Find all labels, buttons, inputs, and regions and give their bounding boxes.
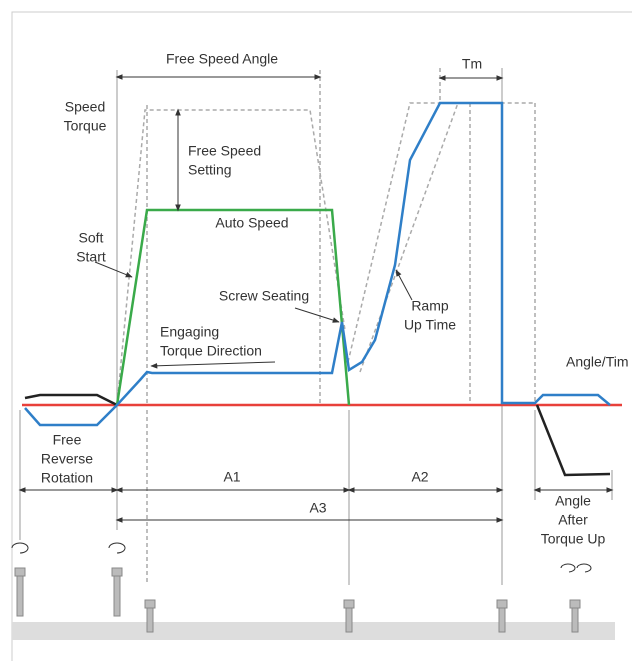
frame <box>11 11 632 661</box>
angle-time: Angle/Tim <box>566 354 629 370</box>
ramp-up-time: Up Time <box>404 317 456 333</box>
dimensions <box>18 74 614 523</box>
free-reverse-rotation: Free <box>53 432 82 448</box>
engaging-torque-direction: Torque Direction <box>160 343 262 359</box>
free-speed-angle: Free Speed Angle <box>166 51 278 67</box>
free-reverse-rotation: Reverse <box>41 451 93 467</box>
a3: A3 <box>309 500 326 516</box>
free-speed-setting: Free Speed <box>188 143 261 159</box>
soft-start: Soft <box>79 230 104 246</box>
screw-seating: Screw Seating <box>219 288 309 304</box>
angle-after-torque-up: Torque Up <box>541 531 606 547</box>
screws <box>11 542 592 633</box>
tm: Tm <box>462 56 482 72</box>
a2: A2 <box>411 469 428 485</box>
engaging-torque-direction: Engaging <box>160 324 219 340</box>
angle-after-torque-up: Angle <box>555 493 591 509</box>
reverse-torque <box>24 393 118 407</box>
ramp-up-time: Ramp <box>411 298 449 314</box>
soft-start: Start <box>76 249 106 265</box>
free-speed-setting: Setting <box>188 162 232 178</box>
auto-speed: Auto Speed <box>215 215 288 231</box>
speed-torque: Speed <box>65 99 105 115</box>
free-reverse-rotation: Rotation <box>41 470 93 486</box>
torque-curve <box>24 101 611 427</box>
speed-torque: Torque <box>64 118 107 134</box>
angle-after-torque-up: After <box>558 512 588 528</box>
angle-torque <box>535 404 611 477</box>
a1: A1 <box>223 469 240 485</box>
speed-curve <box>115 208 351 406</box>
workpiece <box>12 622 615 640</box>
